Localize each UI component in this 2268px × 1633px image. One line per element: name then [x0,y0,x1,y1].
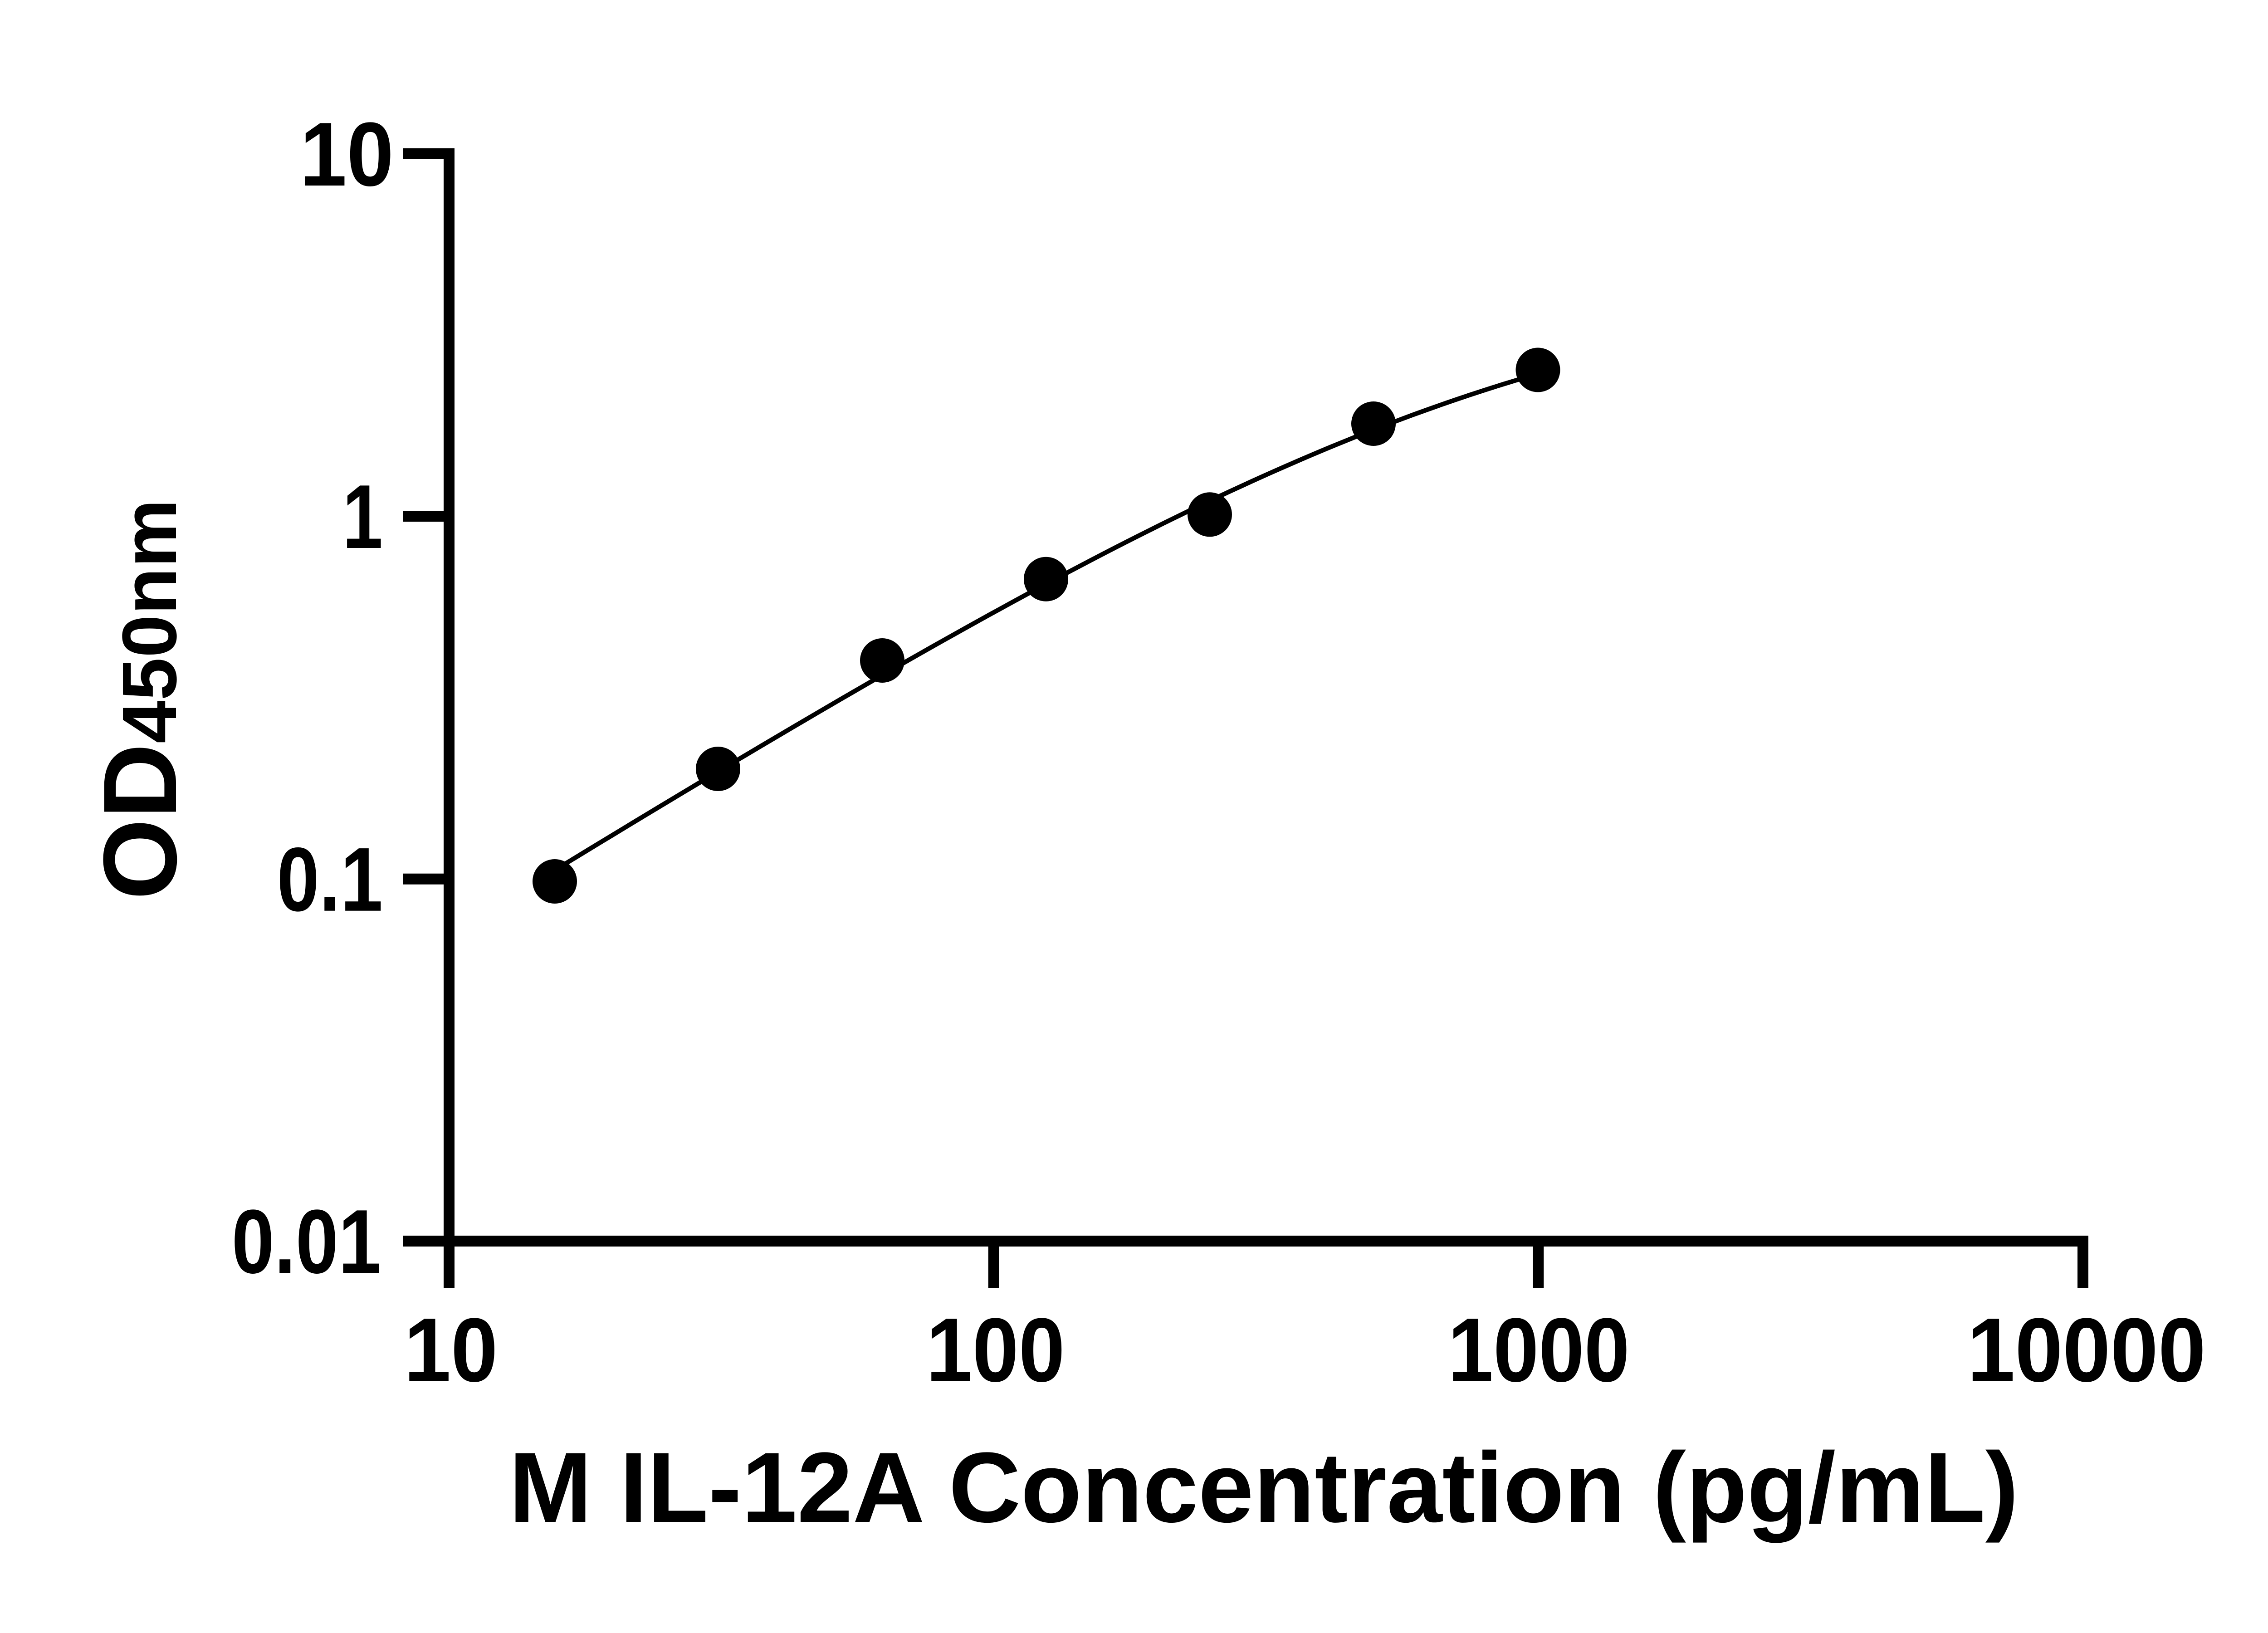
svg-text:1000: 1000 [1448,1300,1630,1401]
svg-text:0.01: 0.01 [232,1191,381,1292]
svg-text:M IL-12A Concentration (pg/mL): M IL-12A Concentration (pg/mL) [509,1432,2019,1543]
svg-text:10: 10 [404,1299,498,1401]
svg-text:10000: 10000 [1967,1300,2206,1401]
svg-text:1: 1 [342,466,383,567]
svg-text:10: 10 [300,103,394,205]
svg-text:100: 100 [926,1299,1065,1401]
svg-text:0.1: 0.1 [277,829,383,930]
